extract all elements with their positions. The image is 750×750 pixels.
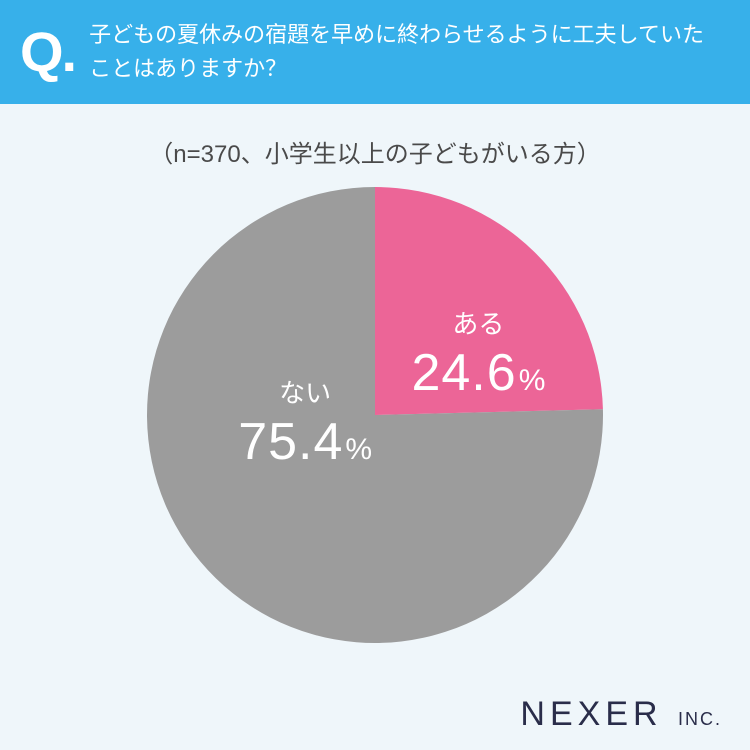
pie-slice-label: ない 75.4% [238, 379, 372, 473]
question-text: 子どもの夏休みの宿題を早めに終わらせるように工夫していたことはありますか？ [89, 18, 726, 86]
slice-name: ない [238, 379, 372, 409]
percent-unit: % [345, 433, 372, 466]
sample-subtitle: （n=370、小学生以上の子どもがいる方） [0, 134, 750, 169]
percent-unit: % [519, 364, 546, 397]
brand-name: NEXER [520, 695, 662, 733]
q-mark: Q. [20, 24, 75, 80]
pie-chart: ある 24.6% ない 75.4% [0, 187, 750, 643]
question-header: Q. 子どもの夏休みの宿題を早めに終わらせるように工夫していたことはありますか？ [0, 0, 750, 104]
brand-logo: NEXER INC. [520, 695, 722, 734]
brand-suffix: INC. [678, 709, 722, 729]
slice-value: 75.4 [238, 413, 343, 471]
slice-value: 24.6 [411, 344, 516, 402]
slice-name: ある [411, 310, 545, 340]
pie-slice-label: ある 24.6% [411, 310, 545, 404]
